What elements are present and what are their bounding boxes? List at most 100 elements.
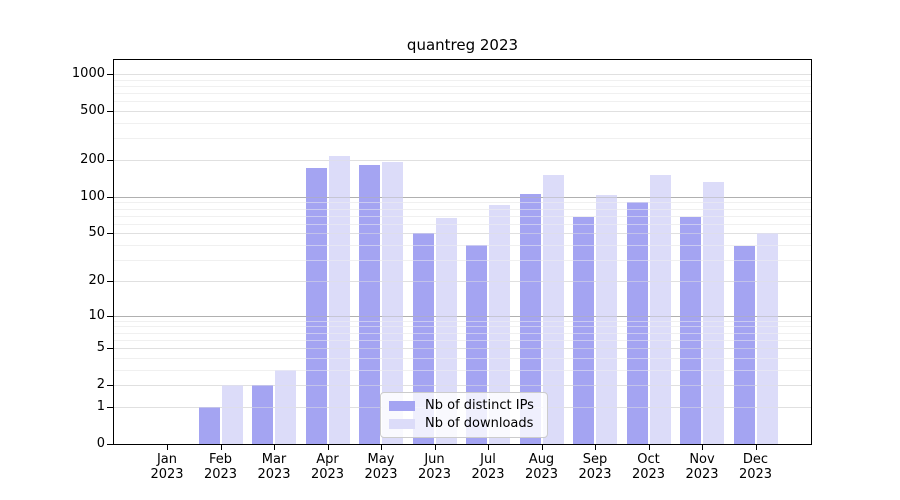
x-tick-label: Oct 2023: [631, 452, 666, 482]
gridline: [114, 196, 811, 198]
gridline: [114, 93, 811, 95]
bar-downloads: [382, 162, 403, 444]
gridline: [114, 215, 811, 217]
legend-label-distinct-ips: Nb of distinct IPs: [425, 398, 534, 413]
x-tick-mark: [755, 445, 757, 450]
x-tick-mark: [488, 445, 489, 450]
x-tick-mark: [167, 445, 168, 450]
x-tick-label: Nov 2023: [685, 452, 719, 482]
gridline: [114, 326, 811, 328]
bar-distinct-ips: [252, 385, 273, 444]
gridline: [114, 159, 811, 161]
bar-downloads: [596, 195, 617, 444]
gridline-layer-over: [114, 60, 811, 444]
plot-area: [113, 59, 812, 445]
gridline: [114, 74, 811, 75]
gridline: [114, 233, 811, 235]
x-tick-mark: [541, 445, 543, 450]
bar-distinct-ips: [412, 233, 434, 444]
x-tick-label: Aug 2023: [524, 452, 559, 482]
gridline: [114, 320, 811, 322]
x-tick-label: Feb 2023: [203, 452, 238, 482]
y-tick-label: 100: [80, 188, 105, 204]
y-tick-mark: [107, 74, 113, 75]
x-tick-label: Dec 2023: [738, 452, 773, 482]
y-tick-label: 200: [80, 151, 105, 167]
x-tick-label: Jun 2023: [417, 452, 452, 482]
bar-downloads: [489, 204, 510, 444]
gridline: [114, 357, 811, 359]
y-tick-mark: [107, 444, 113, 445]
bar-downloads: [649, 175, 671, 444]
gridline: [114, 101, 811, 103]
y-tick-label: 1000: [71, 66, 105, 81]
gridline: [114, 280, 811, 282]
bar-distinct-ips: [519, 194, 541, 444]
y-tick-label: 0: [96, 436, 105, 451]
legend-item-downloads: Nb of downloads: [389, 417, 538, 431]
legend-swatch-downloads: [389, 419, 415, 429]
bar-distinct-ips: [305, 168, 327, 444]
gridline: [114, 260, 811, 262]
bar-distinct-ips: [198, 406, 220, 444]
gridline: [114, 385, 811, 387]
x-tick-mark: [274, 445, 275, 450]
legend: Nb of distinct IPs Nb of downloads: [380, 392, 548, 438]
y-tick-label: 500: [80, 103, 105, 119]
y-tick-label: 10: [88, 307, 105, 323]
bar-distinct-ips: [573, 217, 594, 444]
bar-downloads: [328, 156, 350, 444]
bar-downloads: [703, 182, 724, 444]
y-tick-label: 50: [88, 225, 105, 241]
y-tick-mark: [107, 280, 113, 282]
y-tick-label: 20: [88, 272, 105, 288]
gridline: [114, 208, 811, 210]
x-tick-mark: [434, 445, 436, 450]
gridline: [114, 223, 811, 225]
x-tick-mark: [327, 445, 329, 450]
gridline: [114, 245, 811, 247]
bar-distinct-ips: [626, 201, 648, 444]
y-tick-label: 5: [96, 340, 105, 356]
x-tick-mark: [595, 445, 596, 450]
y-tick-mark: [107, 196, 113, 198]
bar-downloads: [435, 218, 457, 444]
x-tick-label: Mar 2023: [257, 452, 291, 482]
x-tick-mark: [220, 445, 222, 450]
y-tick-label: 1: [96, 398, 105, 414]
legend-swatch-distinct-ips: [389, 401, 415, 411]
gridline: [114, 138, 811, 140]
bar-downloads: [221, 385, 243, 444]
y-tick-mark: [107, 385, 113, 387]
x-tick-mark: [648, 445, 650, 450]
x-tick-label: Jul 2023: [471, 452, 505, 482]
y-tick-mark: [107, 406, 113, 408]
legend-label-downloads: Nb of downloads: [425, 416, 534, 431]
y-tick-mark: [107, 348, 113, 350]
bar-distinct-ips: [733, 246, 755, 444]
bar-distinct-ips: [680, 217, 701, 444]
gridline: [114, 369, 811, 371]
bar-distinct-ips: [359, 165, 380, 444]
y-tick-mark: [107, 159, 113, 161]
gridline: [114, 332, 811, 334]
x-tick-label: Sep 2023: [578, 452, 612, 482]
gridline: [114, 339, 811, 341]
legend-item-distinct-ips: Nb of distinct IPs: [389, 399, 538, 413]
gridline: [114, 111, 811, 113]
gridline: [114, 348, 811, 350]
bars-layer: [114, 60, 811, 444]
y-tick-mark: [107, 233, 113, 235]
x-tick-label: Jan 2023: [150, 452, 184, 482]
gridline: [114, 79, 811, 81]
gridline: [114, 315, 811, 317]
y-tick-mark: [107, 111, 113, 113]
chart-title: quantreg 2023: [406, 36, 519, 54]
y-tick-label: 2: [96, 377, 105, 393]
x-tick-label: May 2023: [364, 452, 398, 482]
x-tick-mark: [381, 445, 382, 450]
gridline: [114, 122, 811, 124]
gridline: [114, 202, 811, 204]
x-tick-mark: [702, 445, 703, 450]
